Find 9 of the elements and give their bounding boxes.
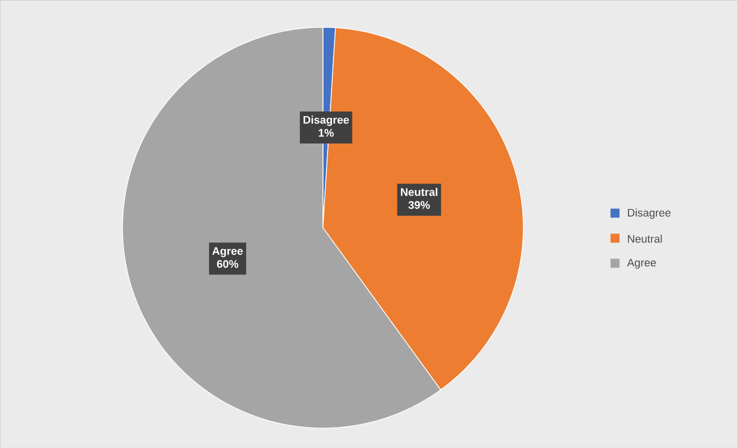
legend-label: Agree: [627, 258, 656, 268]
slice-label: Agree: [212, 247, 243, 257]
slice-label: Disagree: [304, 116, 349, 126]
data-label: 60%: [217, 260, 238, 268]
legend-label: Disagree: [628, 208, 671, 219]
legend-label: Neutral: [628, 234, 662, 243]
data-label: 39%: [408, 200, 430, 209]
data-label: 1%: [318, 128, 334, 137]
slice-label: Neutral: [400, 188, 438, 196]
